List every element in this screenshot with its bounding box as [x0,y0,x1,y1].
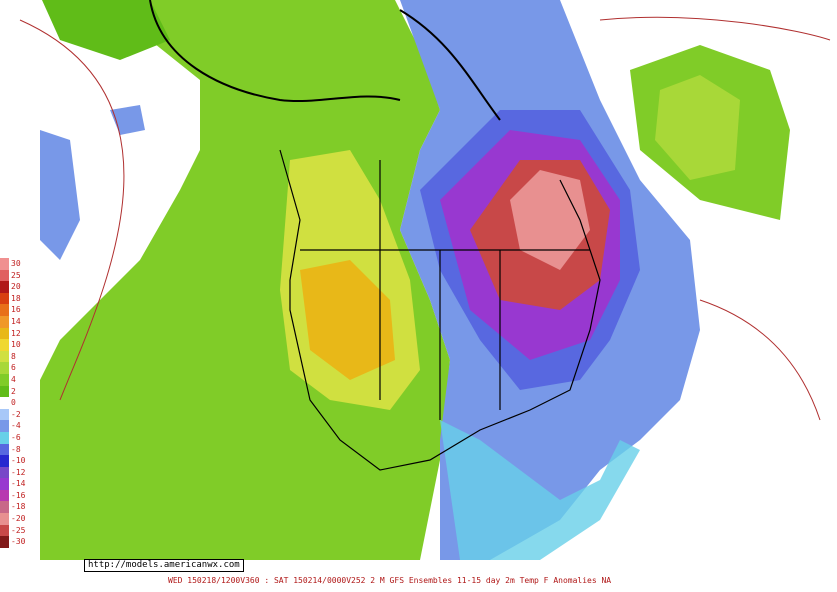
legend-swatch [0,443,9,456]
legend-item: 12 [0,327,40,340]
legend-item: 10 [0,339,40,351]
contour [19,16,831,421]
legend-label: -8 [11,444,21,454]
legend-swatch [0,431,9,444]
legend-swatch [0,501,9,514]
green-area [40,0,450,560]
legend-swatch [0,373,9,386]
legend-item: 18 [0,292,40,305]
legend-swatch [0,362,9,374]
legend-swatch [0,258,9,270]
legend-item: 25 [0,269,40,282]
legend-item: -6 [0,431,40,444]
legend-label: 25 [11,270,21,280]
legend-label: -10 [11,456,26,466]
legend-item: 14 [0,315,40,328]
legend-item: 16 [0,304,40,316]
legend-label: -30 [11,537,26,547]
legend-item: 30 [0,258,40,270]
legend-swatch [0,536,9,548]
legend-swatch [0,281,9,293]
legend-item: -18 [0,501,40,514]
legend-label: 20 [11,282,21,292]
legend-label: 10 [11,340,21,350]
legend-label: -14 [11,479,26,489]
legend-item: 4 [0,373,40,386]
legend-swatch [0,455,9,467]
legend-label: -2 [11,409,21,419]
legend-label: 4 [11,374,16,384]
borders [279,149,601,471]
legend-swatch [0,513,9,525]
legend-label: 30 [11,259,21,268]
legend-swatch [0,350,9,363]
legend-swatch [0,466,9,479]
legend-item: -16 [0,489,40,502]
green-area [655,75,740,180]
legend-swatch [0,269,9,282]
legend-swatch [0,408,9,421]
legend-label: -25 [11,525,26,535]
legend-swatch [0,327,9,340]
legend-item: 2 [0,385,40,398]
legend-label: -16 [11,490,26,500]
legend-swatch [0,385,9,398]
legend-item: -2 [0,408,40,421]
legend-swatch [0,420,9,432]
footer: WED 150218/1200V360 : SAT 150214/0000V25… [168,576,612,585]
legend-label: -4 [11,421,21,431]
legend-label: 16 [11,305,21,315]
legend-swatch [0,292,9,305]
legend-swatch [0,524,9,537]
legend-item: -10 [0,455,40,467]
legend-item: -4 [0,420,40,432]
legend-label: -12 [11,467,26,477]
legend-label: 18 [11,293,21,303]
coastline [149,0,501,121]
legend-label: -18 [11,502,26,512]
legend-label: 0 [11,398,16,408]
legend-swatch [0,397,9,409]
legend-item: -14 [0,478,40,490]
cold-core [510,170,590,270]
legend-label: 2 [11,386,16,396]
legend-item: -8 [0,443,40,456]
legend-item: 0 [0,397,40,409]
url-box: http://models.americanwx.com [84,559,244,572]
warm-area [300,260,395,380]
legend-label: -6 [11,432,21,442]
legend-swatch [0,315,9,328]
legend-label: -20 [11,514,26,524]
cold-area [40,105,145,260]
legend-item: 20 [0,281,40,293]
legend-swatch [0,489,9,502]
legend-swatch [0,304,9,316]
legend-item: -12 [0,466,40,479]
legend-label: 14 [11,316,21,326]
cold-area [440,420,640,560]
legend: 30 25 20 18 16 14 12 10 8 6 4 2 0 -2 -4 -6 -8 -10 -12 -14 -1… [0,258,40,548]
legend-label: 6 [11,363,16,373]
green-area [42,0,170,60]
legend-label: 8 [11,351,16,361]
legend-item: -20 [0,513,40,525]
legend-item: -25 [0,524,40,537]
legend-swatch [0,339,9,351]
legend-item: 6 [0,362,40,374]
legend-swatch [0,478,9,490]
legend-item: 8 [0,350,40,363]
legend-label: 12 [11,328,21,338]
legend-item: -30 [0,536,40,548]
